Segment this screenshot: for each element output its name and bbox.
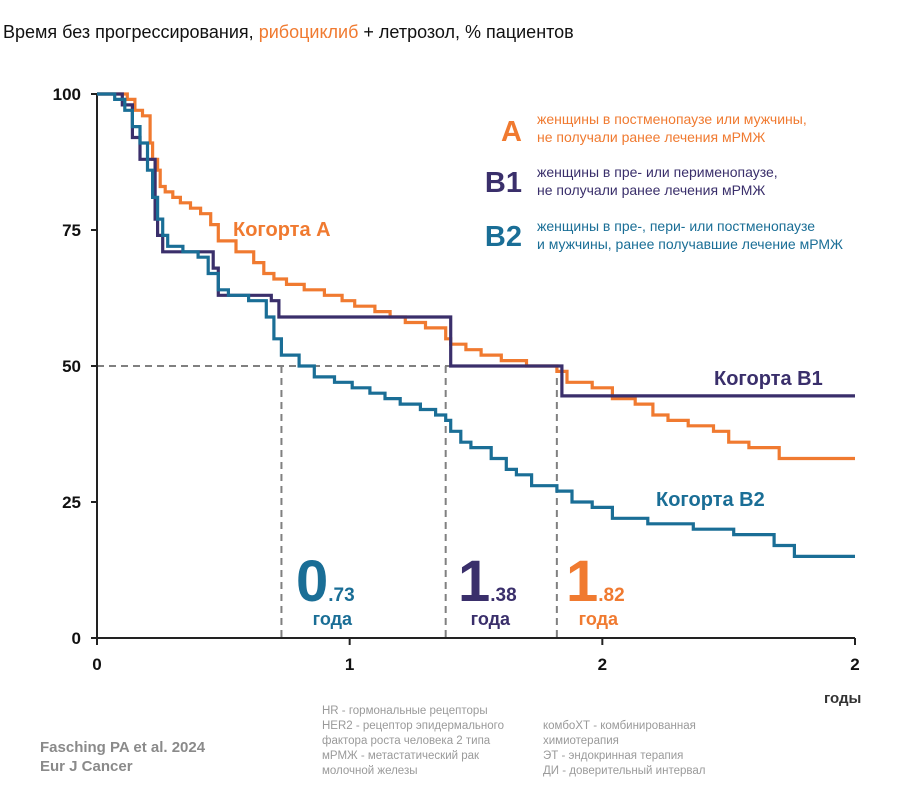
legend-letter-b1: B1 — [484, 167, 522, 199]
title-highlight: рибоциклиб — [258, 22, 359, 42]
title-part2: + летрозол, % пациентов — [358, 22, 574, 42]
median-b2-whole: 0 — [296, 549, 329, 614]
median-a-whole: 1 — [566, 549, 599, 614]
legend-letter-a: A — [501, 116, 522, 148]
citation: Fasching PA et al. 2024 Eur J Cancer — [40, 738, 205, 776]
chart-title: Время без прогрессирования, рибоциклиб +… — [3, 22, 574, 43]
x-tick-label: 2 — [850, 655, 859, 674]
citation-line2: Eur J Cancer — [40, 758, 133, 775]
abbreviations-col2: комбоХТ - комбинированная химиотерапия Э… — [543, 719, 705, 779]
median-a-unit: года — [578, 609, 619, 629]
legend-letter-b2: B2 — [484, 221, 522, 253]
abbr-item: ДИ - доверительный интервал — [543, 765, 706, 777]
y-tick-label: 25 — [62, 493, 81, 512]
median-b2-decimal: .73 — [328, 585, 355, 606]
y-tick-label: 50 — [62, 357, 81, 376]
legend-b2-line2: и мужчины, ранее получавшие лечение мРМЖ — [537, 236, 843, 252]
median-b1-decimal: .38 — [490, 585, 517, 606]
abbr-item: комбоХТ - комбинированная — [543, 720, 696, 732]
citation-line1: Fasching PA et al. 2024 — [40, 739, 206, 756]
series-label: Когорта B1 — [714, 368, 823, 390]
legend-text-b1: женщины в пре- или перименопаузе, не полу… — [537, 163, 778, 199]
y-tick-label: 75 — [62, 221, 81, 240]
y-tick-label: 100 — [53, 85, 81, 104]
legend-a-line2: не получали ранее лечения мРМЖ — [537, 129, 766, 145]
series-line-0 — [97, 92, 855, 461]
median-b1-whole: 1 — [458, 549, 491, 614]
x-axis-title: годы — [824, 690, 862, 707]
y-tick-label: 0 — [72, 629, 81, 648]
abbr-item: молочной железы — [322, 765, 418, 777]
legend-b1-line2: не получали ранее лечения мРМЖ — [537, 182, 766, 198]
x-tick-label: 2 — [598, 655, 607, 674]
legend-text-a: женщины в постменопаузе или мужчины, не п… — [537, 110, 807, 146]
abbr-item: HR - гормональные рецепторы — [322, 705, 488, 717]
median-b2-unit: года — [312, 609, 353, 629]
abbr-item: фактора роста человека 2 типа — [322, 735, 491, 747]
x-tick-label: 0 — [92, 655, 101, 674]
legend-a-line1: женщины в постменопаузе или мужчины, — [537, 111, 807, 127]
series-line-2 — [97, 92, 855, 558]
abbr-item: HER2 - рецептор эпидермального — [322, 720, 505, 732]
median-label-b2: 0.73 года — [296, 553, 355, 630]
x-tick-label: 1 — [345, 655, 354, 674]
median-a-decimal: .82 — [598, 585, 625, 606]
series-line-1 — [97, 92, 855, 398]
abbr-item: мРМЖ - метастатический рак — [322, 750, 480, 762]
legend-text-b2: женщины в пре-, пери- или постменопаузе и… — [537, 217, 843, 253]
abbr-item: ЭТ - эндокринная терапия — [543, 750, 684, 762]
abbr-item: химиотерапия — [543, 735, 619, 747]
median-label-a: 1.82 года — [566, 553, 625, 630]
legend-b1-line1: женщины в пре- или перименопаузе, — [537, 164, 778, 180]
legend-b2-line1: женщины в пре-, пери- или постменопаузе — [537, 218, 816, 234]
series-label: Когорта A — [233, 219, 331, 241]
abbreviations-col1: HR - гормональные рецепторы HER2 - рецеп… — [322, 704, 504, 779]
median-b1-unit: года — [470, 609, 511, 629]
title-part1: Время без прогрессирования, — [3, 22, 259, 42]
series-label: Когорта B2 — [656, 489, 765, 511]
median-label-b1: 1.38 года — [458, 553, 517, 630]
